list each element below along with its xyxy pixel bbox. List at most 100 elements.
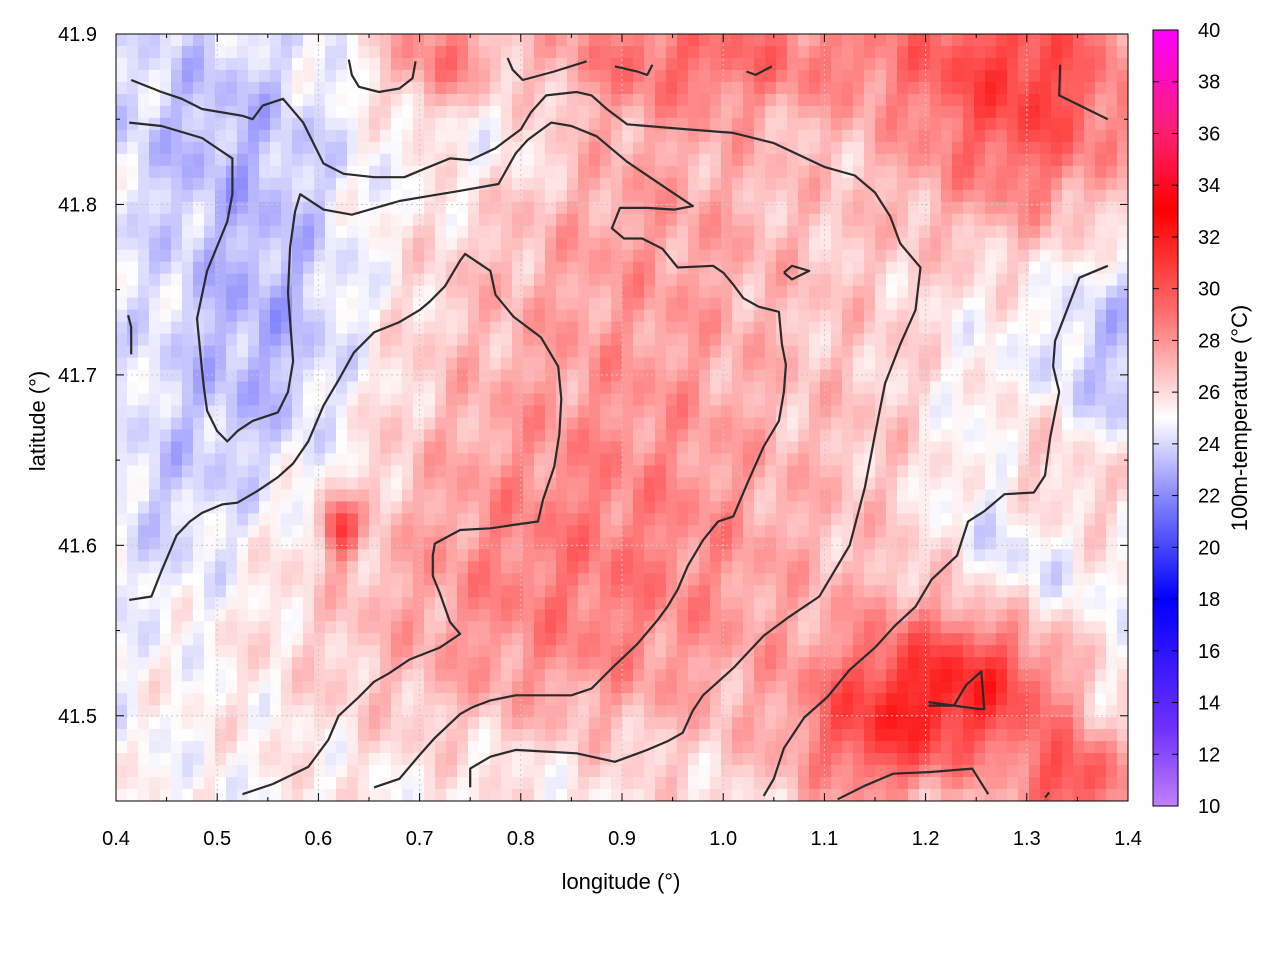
field-cell [468,477,480,490]
field-cell [248,177,260,191]
field-cell [380,393,392,407]
field-cell [468,345,480,359]
field-cell [391,621,403,634]
field-cell [743,573,755,586]
field-cell [281,453,293,467]
field-cell [303,34,315,47]
field-cell [567,309,579,323]
field-cell [908,561,920,574]
field-cell [721,597,733,610]
field-cell [974,417,986,431]
field-cell [974,585,986,598]
field-cell [699,381,711,395]
field-cell [347,465,359,479]
field-cell [149,201,161,215]
field-cell [611,561,623,574]
field-cell [1029,213,1041,227]
field-cell [303,57,315,71]
field-cell [413,513,425,526]
field-cell [1018,561,1030,574]
field-cell [809,129,821,143]
field-cell [358,561,370,574]
field-cell [930,453,942,467]
field-cell [545,561,557,574]
field-cell [974,285,986,299]
field-cell [754,189,766,203]
field-cell [545,129,557,143]
field-cell [1018,573,1030,586]
field-cell [501,177,513,191]
field-cell [1073,45,1085,59]
field-cell [215,93,227,107]
field-cell [380,561,392,574]
field-cell [325,297,337,311]
field-cell [1084,573,1096,586]
field-cell [875,405,887,419]
field-cell [369,597,381,610]
field-cell [1062,417,1074,431]
field-cell [325,513,337,526]
field-cell [336,309,348,323]
field-cell [1073,69,1085,83]
field-cell [215,69,227,83]
field-cell [182,633,194,646]
field-cell [1062,393,1074,407]
field-cell [358,453,370,467]
field-cell [435,501,447,514]
field-cell [226,357,238,371]
field-cell [160,681,172,694]
field-cell [204,45,216,59]
field-cell [842,489,854,502]
field-cell [633,621,645,634]
field-cell [1084,621,1096,634]
field-cell [677,225,689,239]
field-cell [1062,261,1074,275]
field-cell [325,573,337,586]
field-cell [358,129,370,143]
field-cell [127,597,139,610]
field-cell [1051,525,1063,538]
field-cell [578,285,590,299]
field-cell [1051,573,1063,586]
field-cell [677,34,689,47]
field-cell [677,621,689,634]
field-cell [545,369,557,383]
field-cell [116,621,128,634]
field-cell [1084,273,1096,287]
field-cell [204,561,216,574]
field-cell [171,201,183,215]
field-cell [391,213,403,227]
field-cell [413,153,425,167]
field-cell [996,633,1008,646]
field-cell [1051,537,1063,550]
field-cell [897,225,909,239]
field-cell [875,441,887,455]
field-cell [787,117,799,131]
field-cell [1018,81,1030,95]
field-cell [248,309,260,323]
field-cell [831,633,843,646]
field-cell [1117,285,1128,299]
field-cell [908,237,920,251]
field-cell [853,93,865,107]
field-cell [809,117,821,131]
field-cell [424,417,436,431]
field-cell [831,621,843,634]
field-cell [941,69,953,83]
field-cell [809,477,821,490]
field-cell [446,549,458,562]
field-cell [622,105,634,119]
field-cell [666,69,678,83]
field-cell [974,177,986,191]
field-cell [259,417,271,431]
field-cell [699,669,711,682]
field-cell [688,393,700,407]
field-cell [468,573,480,586]
field-cell [721,441,733,455]
field-cell [1062,57,1074,71]
field-cell [1062,513,1074,526]
field-cell [391,225,403,239]
field-cell [325,633,337,646]
field-cell [908,621,920,634]
field-cell [842,381,854,395]
